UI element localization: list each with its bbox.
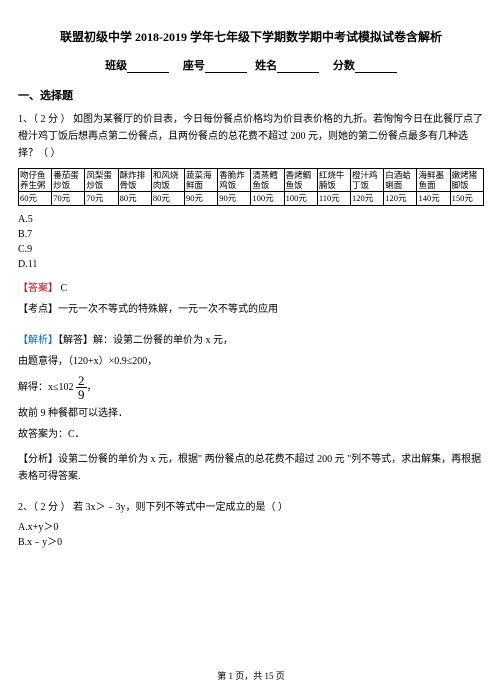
cell: 70元 xyxy=(85,192,118,205)
section-heading: 一、选择题 xyxy=(18,87,484,103)
cell: 90元 xyxy=(218,192,251,205)
cell: 和风烧肉饭 xyxy=(151,169,184,192)
cell: 吻仔鱼养生粥 xyxy=(19,169,52,192)
analysis-value: 【解答】解：设第二份餐的单价为 x 元， xyxy=(58,335,233,346)
choice-c: C.9 xyxy=(18,242,484,257)
cell: 香脆炸鸡饭 xyxy=(218,169,251,192)
cell: 香烤鲷鱼饭 xyxy=(284,169,317,192)
cell: 海鲜墨鱼面 xyxy=(417,169,450,192)
cell: 150元 xyxy=(450,192,483,205)
cell: 120元 xyxy=(351,192,384,205)
cell: 120元 xyxy=(384,192,417,205)
cell: 红烧牛腩饭 xyxy=(317,169,350,192)
class-label: 班级 xyxy=(105,57,127,73)
answer-value: C xyxy=(61,283,68,294)
cell: 酥炸排骨饭 xyxy=(118,169,151,192)
q2-choices: A.x+y＞0 B.x﹣y＞0 xyxy=(18,520,484,550)
cell: 蔬菜海鲜面 xyxy=(185,169,218,192)
cell: 凤梨蛋炒饭 xyxy=(85,169,118,192)
page-footer: 第 1 页，共 15 页 xyxy=(0,669,502,682)
name-label: 姓名 xyxy=(255,57,277,73)
analysis-summary: 【分析】设第二份餐的单价为 x 元，根据" 两份餐点的总花费不超过 200 元 … xyxy=(18,451,484,485)
seat-label: 座号 xyxy=(183,57,205,73)
fraction-num: 2 xyxy=(76,374,87,388)
header-fill-line: 班级 座号 姓名 分数 xyxy=(18,57,484,73)
cell: 90元 xyxy=(185,192,218,205)
cell: 橙汁鸡丁饭 xyxy=(351,169,384,192)
cell: 100元 xyxy=(284,192,317,205)
analysis-step3: 故前 9 种餐都可以选择． xyxy=(18,405,484,422)
cell: 60元 xyxy=(19,192,52,205)
choice-d: D.11 xyxy=(18,257,484,272)
score-label: 分数 xyxy=(333,57,355,73)
choice-b: B.7 xyxy=(18,227,484,242)
cell: 140元 xyxy=(417,192,450,205)
cell: 110元 xyxy=(317,192,350,205)
fraction: 2 9 xyxy=(76,374,87,401)
answer-label: 【答案】 xyxy=(18,283,58,294)
cell: 70元 xyxy=(52,192,85,205)
cell: 80元 xyxy=(151,192,184,205)
choice-a: A.x+y＞0 xyxy=(18,520,484,535)
score-blank xyxy=(355,62,397,73)
cell: 白酒蛤蜊面 xyxy=(384,169,417,192)
cell: 清蒸鳕鱼饭 xyxy=(251,169,284,192)
fraction-den: 9 xyxy=(76,388,87,401)
doc-title: 联盟初级中学 2018-2019 学年七年级下学期数学期中考试模拟试卷含解析 xyxy=(18,28,484,45)
cell: 100元 xyxy=(251,192,284,205)
keypoint-label: 【考点】 xyxy=(18,304,58,315)
cell: 嫩烤猪脚饭 xyxy=(450,169,483,192)
analysis-step2: 解得：x≤102 2 9 ， xyxy=(18,374,484,401)
q1-stem: 1、（ 2 分 ） 如图为某餐厅的价目表，今日每份餐点价格均为价目表价格的九折。… xyxy=(18,111,484,162)
q1-choices: A.5 B.7 C.9 D.11 xyxy=(18,212,484,272)
name-blank xyxy=(277,62,319,73)
table-row: 吻仔鱼养生粥 番茄蛋炒饭 凤梨蛋炒饭 酥炸排骨饭 和风烧肉饭 蔬菜海鲜面 香脆炸… xyxy=(19,169,484,192)
analysis-step1: 由题意得，（120+x）×0.9≤200， xyxy=(18,353,484,370)
analysis-label: 【解析】 xyxy=(18,335,58,346)
choice-a: A.5 xyxy=(18,212,484,227)
keypoint-value: 一元一次不等式的特殊解，一元一次不等式的应用 xyxy=(58,304,278,315)
cell: 80元 xyxy=(118,192,151,205)
table-row: 60元 70元 70元 80元 80元 90元 90元 100元 100元 11… xyxy=(19,192,484,205)
step2-post: ， xyxy=(87,381,97,392)
step2-pre: 解得：x≤102 xyxy=(18,381,74,392)
analysis-line: 【解析】【解答】解：设第二份餐的单价为 x 元， xyxy=(18,332,484,349)
seat-blank xyxy=(205,62,247,73)
choice-b: B.x﹣y＞0 xyxy=(18,535,484,550)
cell: 番茄蛋炒饭 xyxy=(52,169,85,192)
class-blank xyxy=(127,62,169,73)
answer-line: 【答案】 C xyxy=(18,280,484,297)
price-table: 吻仔鱼养生粥 番茄蛋炒饭 凤梨蛋炒饭 酥炸排骨饭 和风烧肉饭 蔬菜海鲜面 香脆炸… xyxy=(18,168,484,206)
q2-stem: 2、（ 2 分 ） 若 3x＞﹣3y，则下列不等式中一定成立的是（ ） xyxy=(18,499,484,516)
keypoint-line: 【考点】一元一次不等式的特殊解，一元一次不等式的应用 xyxy=(18,301,484,318)
analysis-step4: 故答案为：C． xyxy=(18,426,484,443)
